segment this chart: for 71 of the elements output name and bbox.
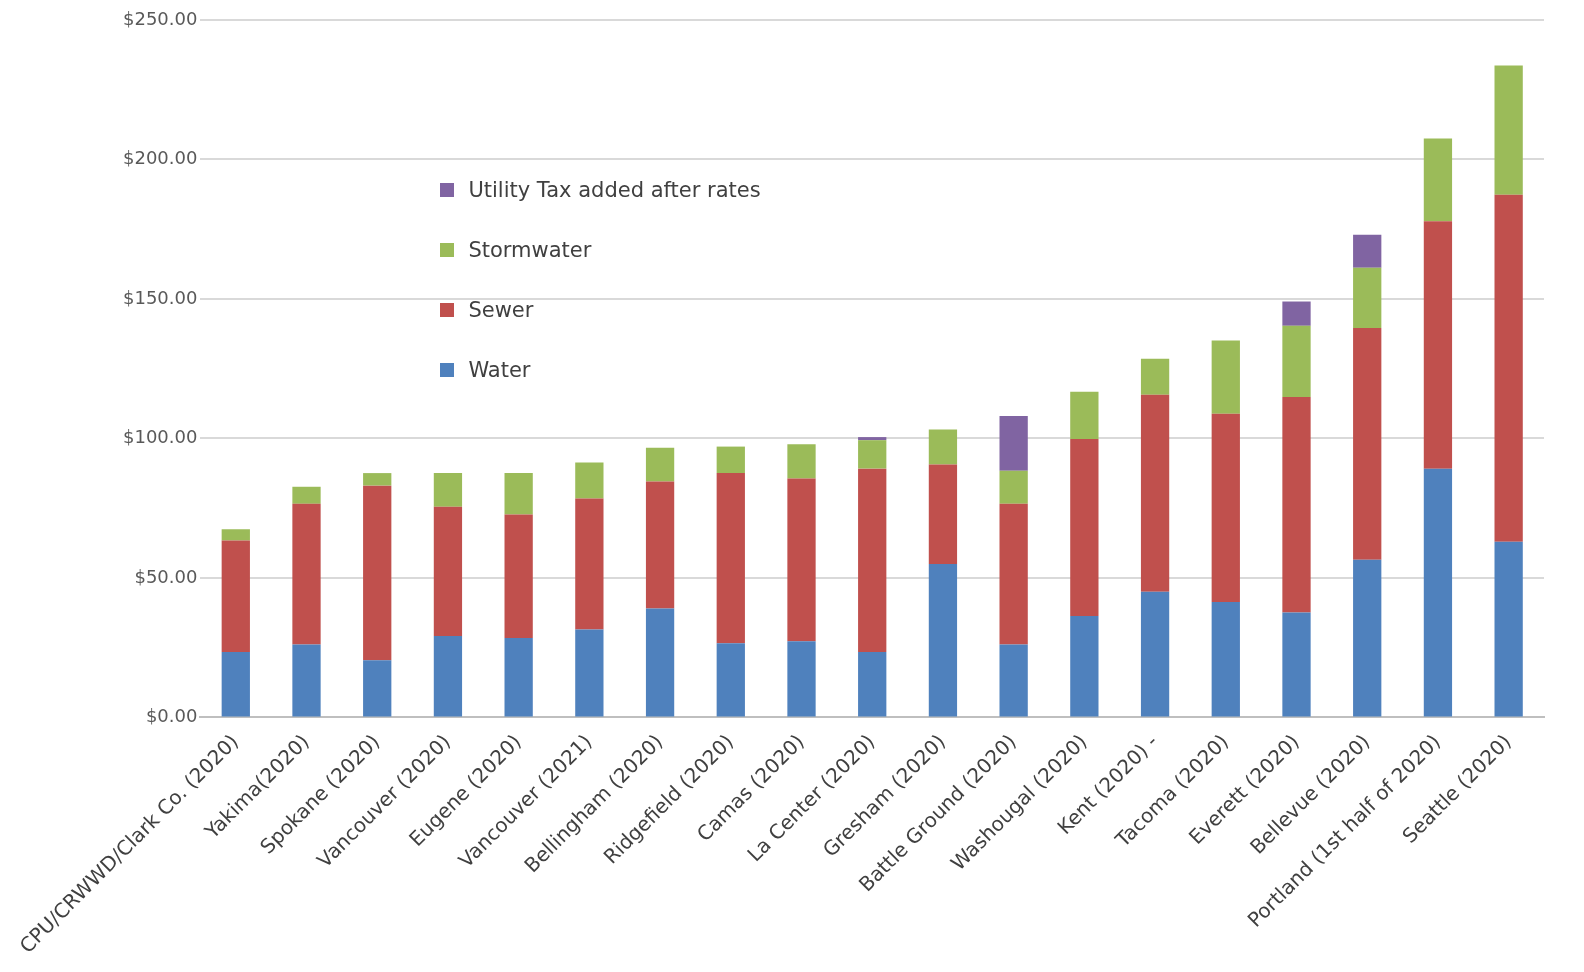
bar: [1070, 391, 1099, 440]
bar: [433, 506, 463, 637]
bar: [999, 503, 1028, 645]
bar: [716, 643, 745, 717]
bar: [645, 608, 675, 717]
bar: [1494, 194, 1523, 542]
bar: [504, 473, 533, 515]
y-tick-label: $200.00: [123, 147, 198, 169]
bar: [1423, 468, 1453, 717]
bar: [1494, 541, 1523, 717]
bar: [999, 415, 1028, 471]
bar: [858, 468, 887, 652]
bar: [1423, 221, 1453, 469]
bar: [1211, 601, 1240, 717]
bar: [1140, 358, 1170, 395]
bar: [1353, 328, 1382, 560]
y-tick-label: $0.00: [145, 705, 198, 727]
bar: [1140, 591, 1170, 717]
bar: [858, 440, 887, 469]
y-tick-label: $150.00: [123, 286, 198, 308]
bar: [1282, 612, 1311, 717]
bar: [1423, 138, 1453, 222]
bar: [363, 473, 392, 486]
bar: [504, 514, 533, 638]
bar: [716, 446, 745, 474]
bar: [787, 641, 816, 717]
bar: [1282, 396, 1311, 613]
bar: [292, 503, 321, 645]
bar: [363, 485, 392, 661]
bar: [928, 464, 958, 565]
bar: [221, 529, 250, 541]
bar: [1282, 301, 1311, 326]
bar: [1353, 234, 1382, 268]
bar: [433, 473, 463, 507]
bar: [787, 478, 816, 642]
bar: [1353, 267, 1382, 329]
bar: [221, 540, 250, 652]
bar: [999, 644, 1028, 717]
bar: [1070, 439, 1099, 616]
legend-label: Stormwater: [468, 238, 592, 262]
y-tick-label: $100.00: [123, 426, 198, 448]
bar: [575, 498, 604, 630]
bar: [292, 644, 321, 717]
bar: [433, 636, 463, 717]
bar: [1211, 340, 1240, 414]
bar: [999, 470, 1028, 504]
bar: [787, 444, 816, 479]
bar: [292, 486, 321, 504]
bar: [645, 447, 675, 482]
bar: [1282, 325, 1311, 397]
bar: [1494, 65, 1523, 195]
bar: [645, 481, 675, 609]
bar: [716, 473, 745, 644]
bar: [575, 629, 604, 717]
bar: [221, 651, 250, 717]
bar: [858, 651, 887, 717]
bar: [1070, 615, 1099, 717]
y-tick-label: $50.00: [134, 565, 198, 587]
legend-label: Water: [468, 358, 531, 382]
bar: [858, 437, 887, 441]
bar: [504, 637, 533, 717]
bar: [575, 462, 604, 499]
legend-label: Utility Tax added after rates: [468, 178, 761, 202]
y-tick-label: $250.00: [123, 7, 198, 29]
bar: [928, 429, 958, 465]
legend-label: Sewer: [468, 298, 534, 322]
bar: [1211, 413, 1240, 602]
bar: [1140, 394, 1170, 592]
bar: [363, 660, 392, 717]
bar: [928, 564, 958, 717]
bar: [1353, 559, 1382, 717]
